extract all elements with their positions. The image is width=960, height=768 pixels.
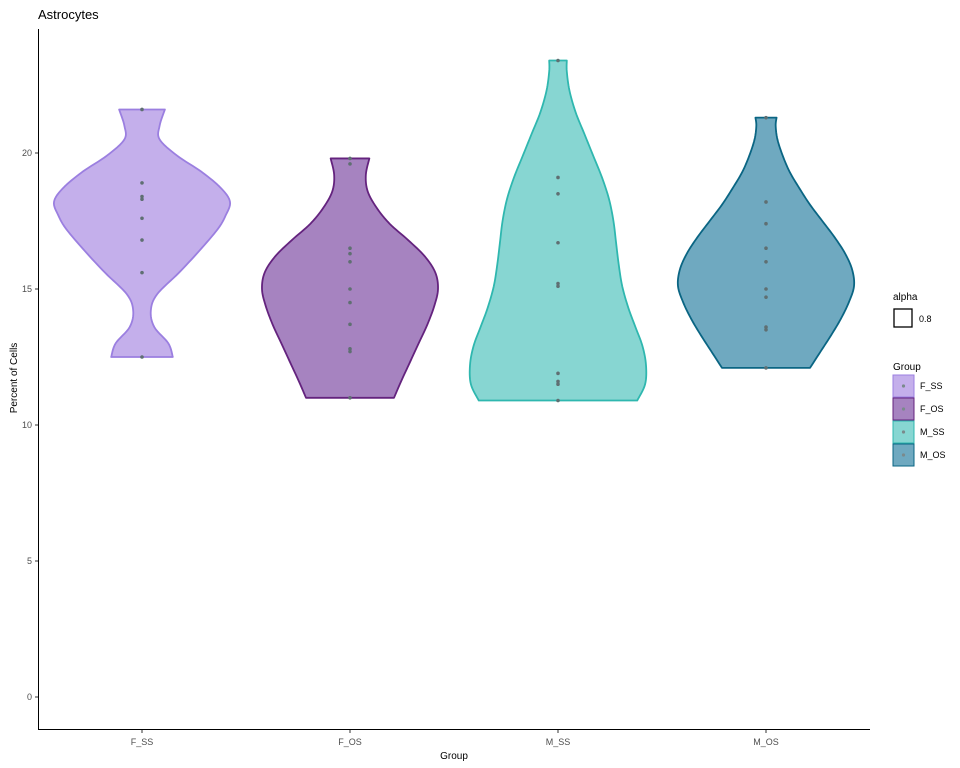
violin-F_OS xyxy=(261,157,439,399)
data-point-F_SS xyxy=(140,197,144,202)
data-point-F_OS xyxy=(348,260,352,264)
data-point-M_OS xyxy=(764,287,768,291)
data-point-M_SS xyxy=(556,240,560,245)
data-point-F_OS xyxy=(348,287,352,291)
y-tick-label: 15 xyxy=(22,284,32,294)
data-point-F_SS xyxy=(140,107,144,112)
y-axis-ticks: 0 5 10 15 20 xyxy=(22,148,38,702)
data-point-M_SS xyxy=(556,382,560,387)
data-point-M_OS xyxy=(764,115,768,120)
data-point-M_OS xyxy=(764,325,768,329)
data-point-F_SS xyxy=(140,216,144,221)
data-point-F_OS xyxy=(348,349,352,354)
data-point-M_SS xyxy=(556,398,560,403)
y-axis-title: Percent of Cells xyxy=(9,343,20,414)
data-point-F_OS xyxy=(348,251,352,256)
legend-key-point xyxy=(901,453,906,457)
data-point-F_OS xyxy=(348,322,352,327)
data-point-F_SS xyxy=(140,181,144,185)
x-axis-title: Group xyxy=(440,751,468,762)
data-point-M_SS xyxy=(556,284,560,289)
data-point-M_OS xyxy=(764,260,768,264)
x-tick-label: M_OS xyxy=(753,737,779,747)
alpha-legend-label: 0.8 xyxy=(919,314,932,324)
data-point-F_OS xyxy=(348,156,352,161)
data-point-M_SS xyxy=(556,192,560,196)
data-point-F_OS xyxy=(348,300,352,305)
legend-label-F_SS: F_SS xyxy=(920,381,943,391)
legend-label-M_OS: M_OS xyxy=(920,450,946,460)
x-tick-label: F_SS xyxy=(131,737,154,747)
legend-key-point xyxy=(901,430,906,434)
violin-M_OS xyxy=(676,116,856,369)
group-legend-entries: F_SS F_OS M_SS M_OS xyxy=(892,374,946,467)
y-tick-label: 20 xyxy=(22,148,32,158)
y-tick-label: 0 xyxy=(27,692,32,702)
legend-key-point xyxy=(901,407,906,411)
alpha-legend-title: alpha xyxy=(893,292,918,303)
legend-key-point xyxy=(901,384,906,388)
data-point-M_SS xyxy=(556,58,560,63)
data-point-F_OS xyxy=(348,396,352,400)
data-point-F_SS xyxy=(140,238,144,242)
data-point-F_SS xyxy=(140,355,144,359)
legend-label-M_SS: M_SS xyxy=(920,427,945,437)
data-point-M_OS xyxy=(764,366,768,370)
data-point-M_OS xyxy=(764,221,768,226)
plot-area xyxy=(52,58,856,403)
data-point-M_OS xyxy=(764,328,768,332)
legend: alpha 0.8 Group F_SS F_OS M_SS M_OS xyxy=(892,292,946,467)
alpha-legend-key xyxy=(893,308,913,328)
y-tick-label: 10 xyxy=(22,420,32,430)
data-point-M_SS xyxy=(556,371,560,376)
x-tick-label: M_SS xyxy=(546,737,571,747)
data-point-M_SS xyxy=(556,281,560,286)
group-legend-title: Group xyxy=(893,362,921,373)
data-point-F_SS xyxy=(140,194,144,199)
data-point-M_OS xyxy=(764,295,768,299)
chart-title: Astrocytes xyxy=(38,7,99,22)
x-axis-ticks: F_SS F_OS M_SS M_OS xyxy=(131,730,779,747)
data-point-F_OS xyxy=(348,347,352,351)
data-point-M_OS xyxy=(764,246,768,250)
violin-M_SS xyxy=(468,59,648,402)
data-point-F_OS xyxy=(348,246,352,250)
data-point-F_OS xyxy=(348,162,352,166)
x-tick-label: F_OS xyxy=(338,737,362,747)
violin-F_SS xyxy=(52,108,232,358)
legend-label-F_OS: F_OS xyxy=(920,404,944,414)
data-point-M_SS xyxy=(556,175,560,180)
data-point-F_SS xyxy=(140,270,144,275)
data-point-M_SS xyxy=(556,379,560,384)
data-point-M_OS xyxy=(764,200,768,204)
y-tick-label: 5 xyxy=(27,556,32,566)
